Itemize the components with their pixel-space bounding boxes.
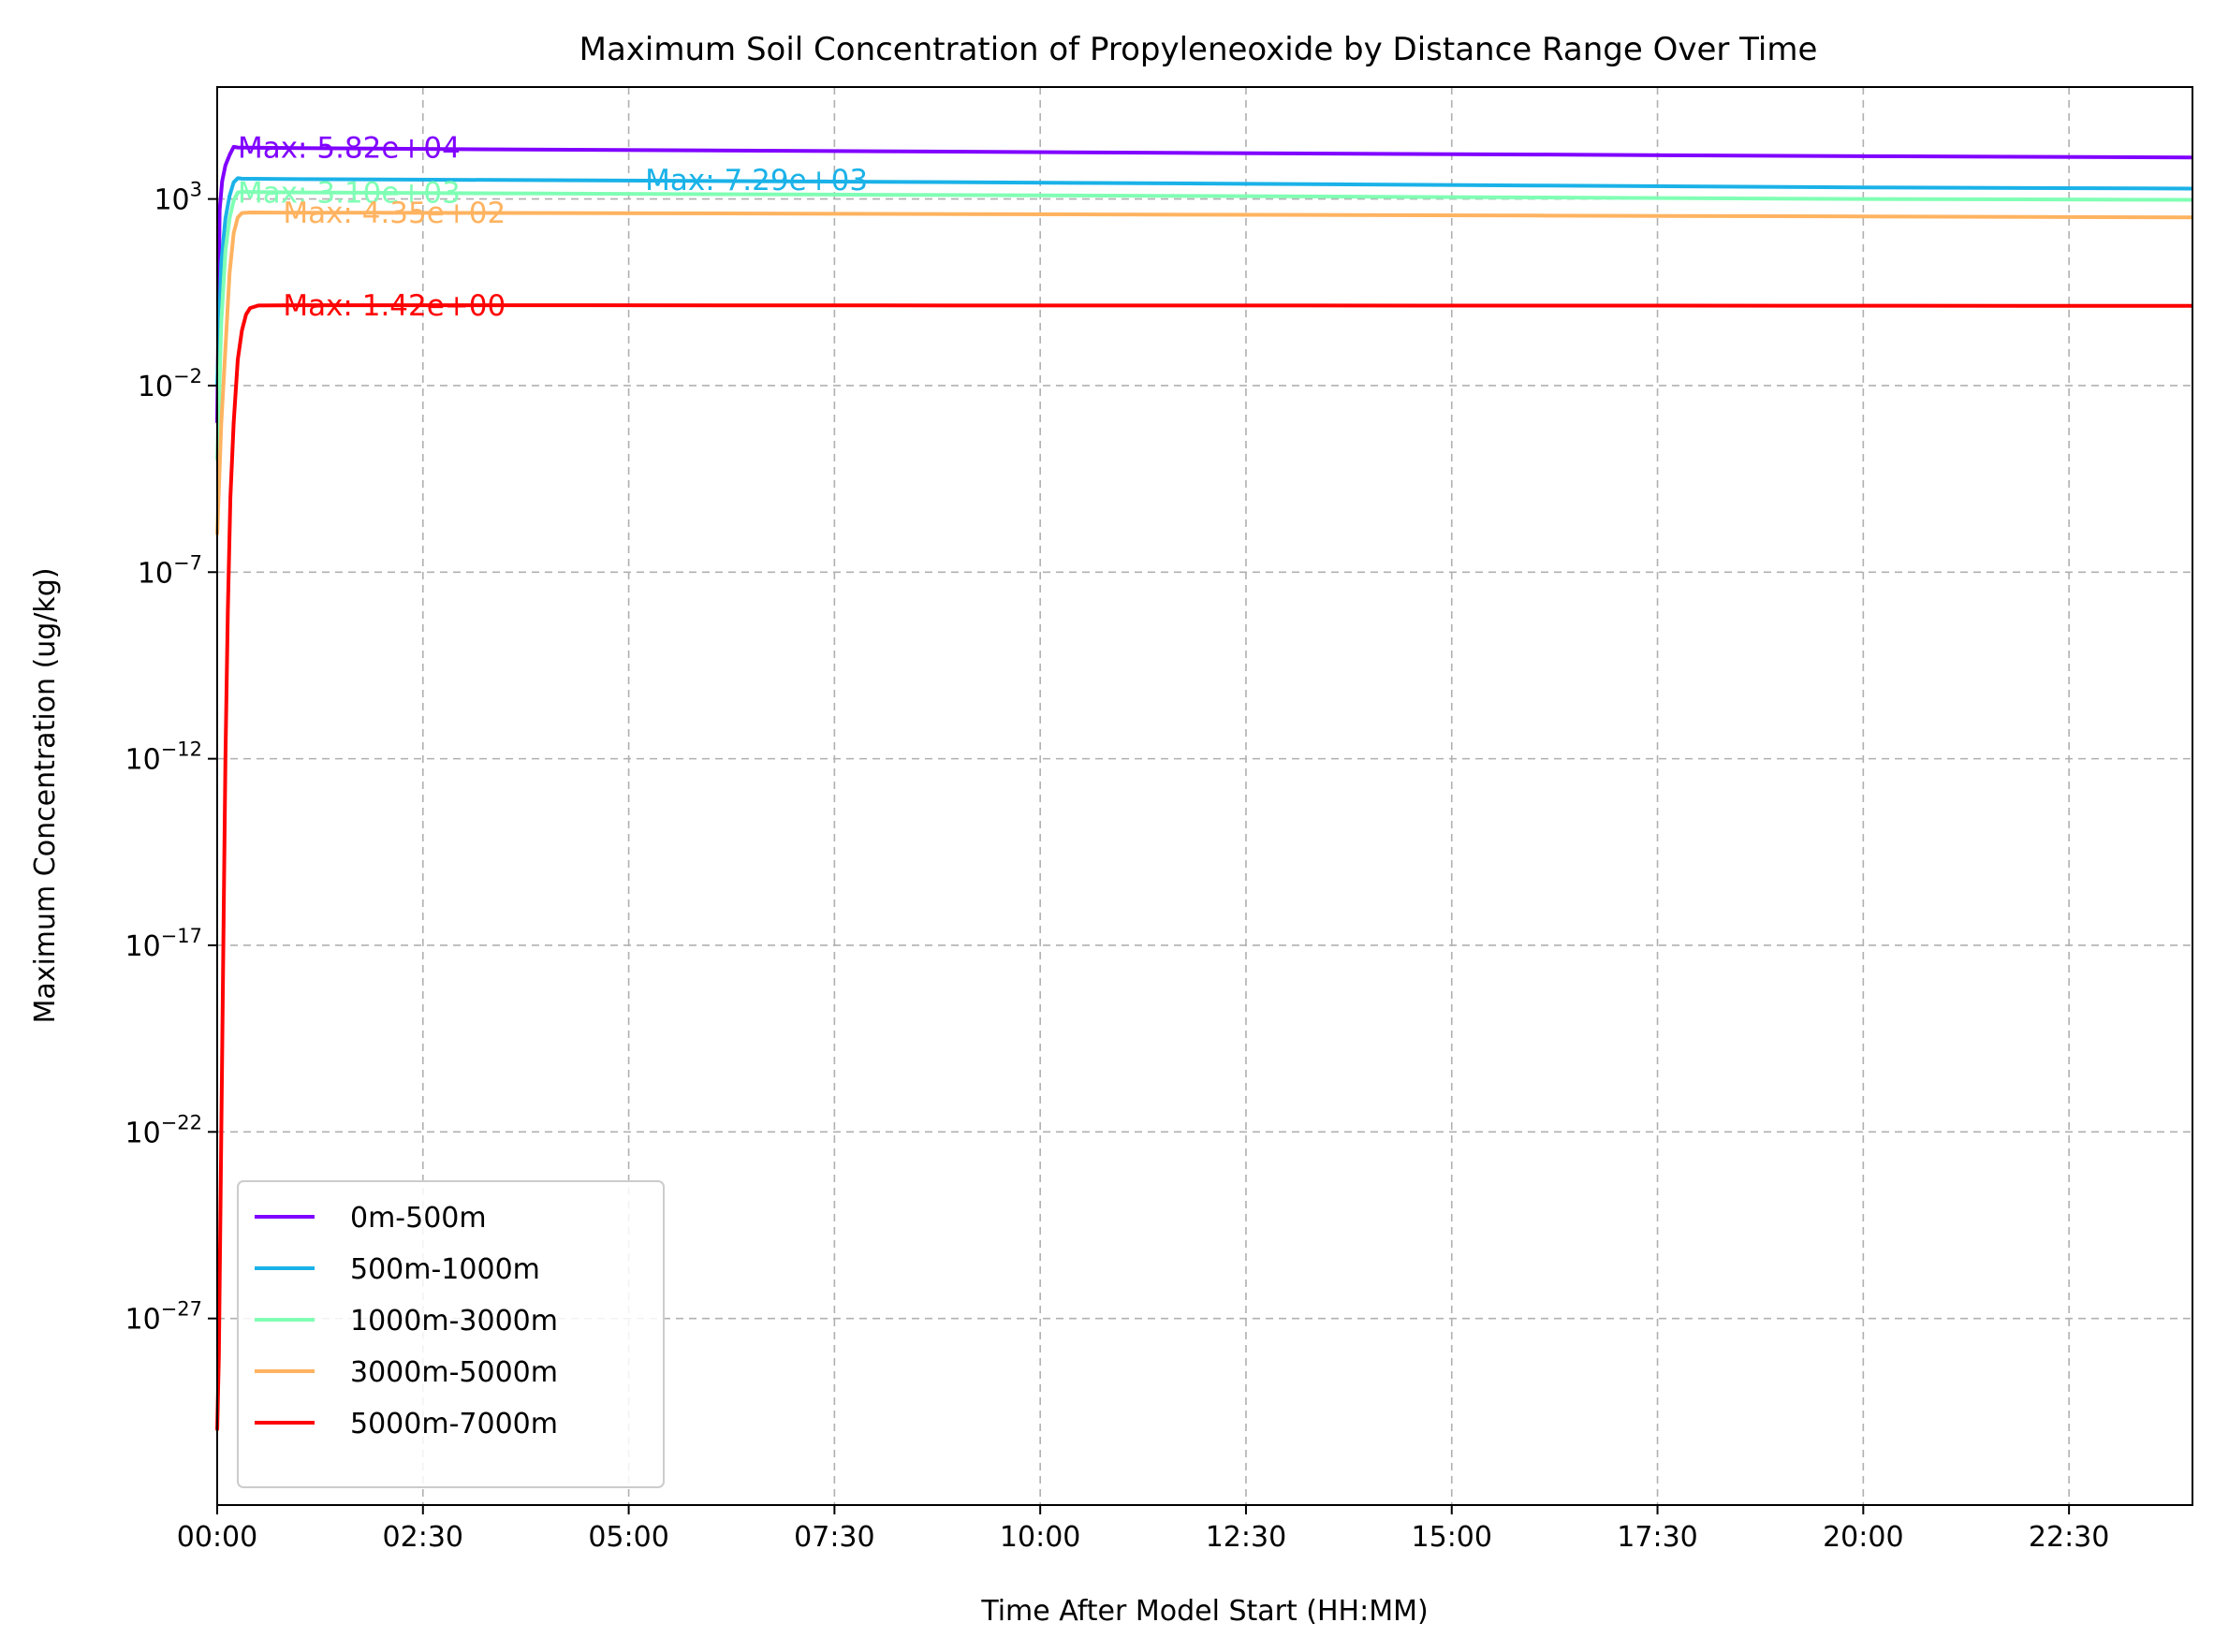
y-tick-label: 10−2 — [138, 365, 202, 403]
max-annotation: Max: 1.42e+00 — [283, 289, 506, 323]
y-tick-label: 10−7 — [138, 551, 202, 590]
max-annotation: Max: 3.10e+03 — [238, 177, 461, 211]
x-tick-label: 15:00 — [1412, 1521, 1492, 1554]
y-tick-label: 10−27 — [125, 1298, 202, 1337]
max-annotation: Max: 7.29e+03 — [645, 164, 868, 197]
x-tick-label: 00:00 — [177, 1521, 257, 1554]
x-axis-label: Time After Model Start (HH:MM) — [980, 1595, 1428, 1628]
legend: 0m-500m 500m-1000m 1000m-3000m 3000m-5000m 5… — [237, 1180, 665, 1488]
legend-label: 500m-1000m — [350, 1253, 540, 1286]
y-axis-label: Maximum Concentration (ug/kg) — [29, 567, 62, 1023]
legend-label: 1000m-3000m — [350, 1305, 558, 1338]
x-tick-label: 07:30 — [794, 1521, 874, 1554]
x-tick-label: 05:00 — [588, 1521, 668, 1554]
series-line-4 — [215, 211, 2193, 535]
max-annotation: Max: 5.82e+04 — [238, 132, 461, 166]
y-tick-label: 10−17 — [125, 925, 202, 963]
x-tick-label: 17:30 — [1617, 1521, 1697, 1554]
series-lines — [215, 144, 2193, 1431]
series-line-2 — [215, 176, 2193, 386]
legend-label: 3000m-5000m — [350, 1356, 558, 1389]
max-annotation: Max: 4.35e+02 — [283, 197, 506, 230]
plot-frame — [216, 86, 2193, 1506]
x-tick-label: 22:30 — [2029, 1521, 2109, 1554]
legend-label: 5000m-7000m — [350, 1408, 558, 1440]
x-tick-label: 10:00 — [1000, 1521, 1080, 1554]
x-axis: 00:00 02:30 05:00 07:30 10:00 12:30 15:00 17:30… — [177, 1505, 2109, 1554]
legend-box — [237, 1180, 665, 1488]
y-tick-label: 10−12 — [125, 738, 202, 777]
chart-title: Maximum Soil Concentration of Propyleneo… — [579, 31, 1818, 68]
series-line-3 — [215, 190, 2193, 461]
y-tick-label: 103 — [154, 179, 202, 217]
y-tick-label: 10−22 — [125, 1111, 202, 1149]
x-tick-label: 20:00 — [1823, 1521, 1903, 1554]
y-axis: 103 10−2 10−7 10−12 10−17 10−22 10−27 — [125, 179, 217, 1337]
series-line-5 — [215, 303, 2193, 1431]
legend-label: 0m-500m — [350, 1202, 487, 1235]
series-line-1 — [215, 144, 2193, 423]
x-tick-label: 12:30 — [1206, 1521, 1286, 1554]
x-tick-label: 02:30 — [383, 1521, 463, 1554]
